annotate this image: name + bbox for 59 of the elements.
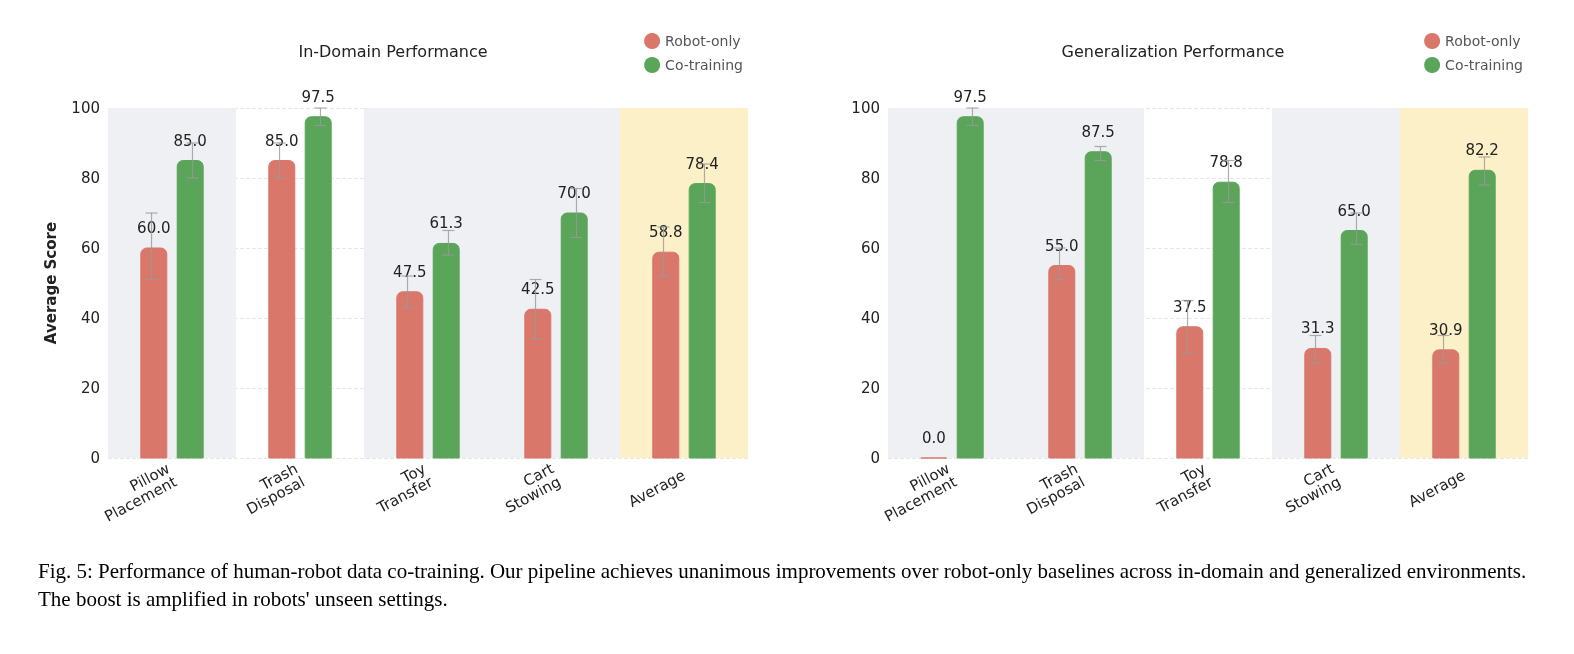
data-label: 78.8 xyxy=(1209,153,1243,172)
bar xyxy=(1048,265,1076,459)
data-label: 85.0 xyxy=(265,131,299,150)
chart-title: Generalization Performance xyxy=(1061,41,1285,61)
y-tick-label: 40 xyxy=(860,309,880,327)
y-tick-label: 40 xyxy=(80,309,100,327)
data-label: 97.5 xyxy=(301,87,335,106)
legend-label: Co-training xyxy=(1445,57,1523,73)
bar xyxy=(1432,349,1460,459)
bar xyxy=(1304,347,1332,459)
y-tick-label: 0 xyxy=(870,449,880,467)
data-label: 55.0 xyxy=(1045,236,1079,255)
data-label: 78.4 xyxy=(685,154,719,173)
y-tick-label: 20 xyxy=(860,379,880,397)
data-label: 85.0 xyxy=(173,131,207,150)
data-label: 42.5 xyxy=(521,280,555,299)
chart-title: In-Domain Performance xyxy=(298,41,488,61)
bar xyxy=(560,212,588,459)
bar xyxy=(176,160,204,459)
data-label: 60.0 xyxy=(137,219,171,237)
data-label: 87.5 xyxy=(1081,122,1115,141)
data-label: 65.0 xyxy=(1337,201,1371,220)
bar xyxy=(304,116,332,459)
y-tick-label: 0 xyxy=(90,449,100,467)
data-label: 82.2 xyxy=(1465,141,1499,160)
data-label: 70.0 xyxy=(557,184,591,202)
bar xyxy=(1084,151,1112,459)
caption: Fig. 5: Performance of human-robot data co-training. Our pipeline achieves unanimous improvements over robot-only baselines across in-domain and generalized environments. The boost is amplified in robots' unseen settings. xyxy=(37,558,1528,614)
y-tick-label: 80 xyxy=(860,169,880,187)
y-axis-title: Average Score xyxy=(41,221,60,345)
bar xyxy=(268,160,296,459)
data-label: 0.0 xyxy=(921,429,946,447)
y-tick-label: 100 xyxy=(71,99,100,117)
bar xyxy=(1468,169,1496,459)
y-tick-label: 80 xyxy=(80,169,100,187)
y-tick-label: 60 xyxy=(860,239,880,257)
bar xyxy=(432,242,460,459)
data-label: 37.5 xyxy=(1173,297,1207,316)
data-label: 31.3 xyxy=(1301,319,1335,338)
bar xyxy=(396,291,424,459)
data-label: 47.5 xyxy=(393,262,427,281)
bar xyxy=(1176,326,1204,459)
y-tick-label: 100 xyxy=(851,99,880,117)
bar xyxy=(140,247,168,459)
bar xyxy=(652,251,680,459)
data-label: 58.8 xyxy=(649,223,683,242)
data-label: 61.3 xyxy=(429,214,463,233)
legend-label: Co-training xyxy=(665,57,743,73)
legend-label: Robot-only xyxy=(665,33,741,49)
bar xyxy=(956,116,984,459)
bar xyxy=(1340,230,1368,459)
legend-label: Robot-only xyxy=(1445,33,1521,49)
bar xyxy=(524,308,552,459)
data-label: 30.9 xyxy=(1429,320,1463,339)
y-tick-label: 60 xyxy=(80,239,100,257)
data-label: 97.5 xyxy=(953,87,987,106)
bar xyxy=(688,183,716,459)
bar xyxy=(1212,181,1240,459)
y-tick-label: 20 xyxy=(80,379,100,397)
